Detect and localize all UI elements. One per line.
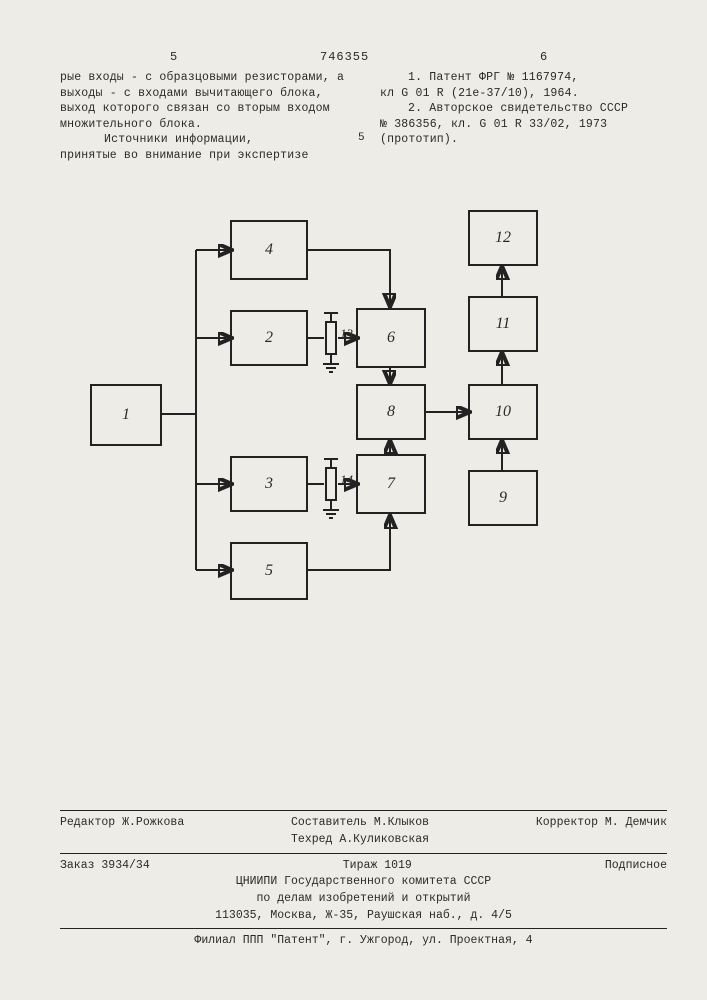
techred: Техред А.Куликовская [291, 833, 429, 846]
footer-rule-1 [60, 810, 667, 811]
footer-row-credits: Редактор Ж.Рожкова Составитель М.Клыков … [60, 815, 667, 848]
block-1: 1 [90, 384, 162, 446]
subscription: Подписное [605, 858, 667, 875]
resistor-14-label: 14 [340, 472, 353, 488]
publisher-line-1: ЦНИИПИ Государственного комитета СССР [60, 874, 667, 891]
print-run: Тираж 1019 [343, 858, 412, 875]
resistor-13-top-lead [330, 313, 332, 321]
resistor-13-label: 13 [340, 326, 353, 342]
resistor-14-bot-lead [330, 501, 332, 509]
block-4: 4 [230, 220, 308, 280]
ref-1-line1: 1. Патент ФРГ № 1167974, [408, 71, 578, 84]
publisher-line-2: по делам изобретений и открытий [60, 891, 667, 908]
ref-2-line1: 2. Авторское свидетельство СССР [408, 102, 628, 115]
para-2-cont: принятые во внимание при экспертизе [60, 149, 309, 162]
para-2-indent: Источники информации, [104, 133, 253, 146]
footer: Редактор Ж.Рожкова Составитель М.Клыков … [60, 806, 667, 950]
text-column-left: рые входы - с образцовыми резисторами, а… [60, 70, 360, 163]
block-11: 11 [468, 296, 538, 352]
ref-2-line2: № 386356, кл. G 01 R 33/02, 1973 (протот… [380, 118, 607, 147]
page-number-left: 5 [170, 50, 177, 64]
block-8: 8 [356, 384, 426, 440]
page: 5 746355 6 5 рые входы - с образцовыми р… [0, 0, 707, 1000]
resistor-13-bot-lead [330, 355, 332, 363]
page-number-right: 6 [540, 50, 547, 64]
block-3: 3 [230, 456, 308, 512]
corrector: Корректор М. Демчик [536, 815, 667, 848]
footer-row-order: Заказ 3934/34 Тираж 1019 Подписное [60, 858, 667, 875]
ref-1-line2: кл G 01 R (21e-37/10), 1964. [380, 87, 579, 100]
block-9: 9 [468, 470, 538, 526]
branch-line: Филиал ППП "Патент", г. Ужгород, ул. Про… [60, 933, 667, 950]
resistor-14-top-tick [324, 458, 338, 460]
resistor-13-top-tick [324, 312, 338, 314]
publisher-address: 113035, Москва, Ж-35, Раушская наб., д. … [60, 908, 667, 925]
footer-rule-2 [60, 853, 667, 854]
order-number: Заказ 3934/34 [60, 858, 150, 875]
block-7: 7 [356, 454, 426, 514]
text-column-right: 1. Патент ФРГ № 1167974, кл G 01 R (21e-… [380, 70, 680, 148]
resistor-14-top-lead [330, 459, 332, 467]
block-6: 6 [356, 308, 426, 368]
block-12: 12 [468, 210, 538, 266]
resistor-14 [325, 467, 337, 501]
document-number: 746355 [320, 50, 369, 64]
resistor-13 [325, 321, 337, 355]
block-10: 10 [468, 384, 538, 440]
compiler: Составитель М.Клыков [291, 816, 429, 829]
footer-rule-3 [60, 928, 667, 929]
editor: Редактор Ж.Рожкова [60, 815, 184, 848]
block-5: 5 [230, 542, 308, 600]
diagram-wires [90, 200, 630, 680]
para-1: рые входы - с образцовыми резисторами, а… [60, 71, 344, 131]
block-diagram: 1 4 2 3 5 6 7 8 10 9 11 12 13 14 [90, 200, 630, 680]
block-2: 2 [230, 310, 308, 366]
